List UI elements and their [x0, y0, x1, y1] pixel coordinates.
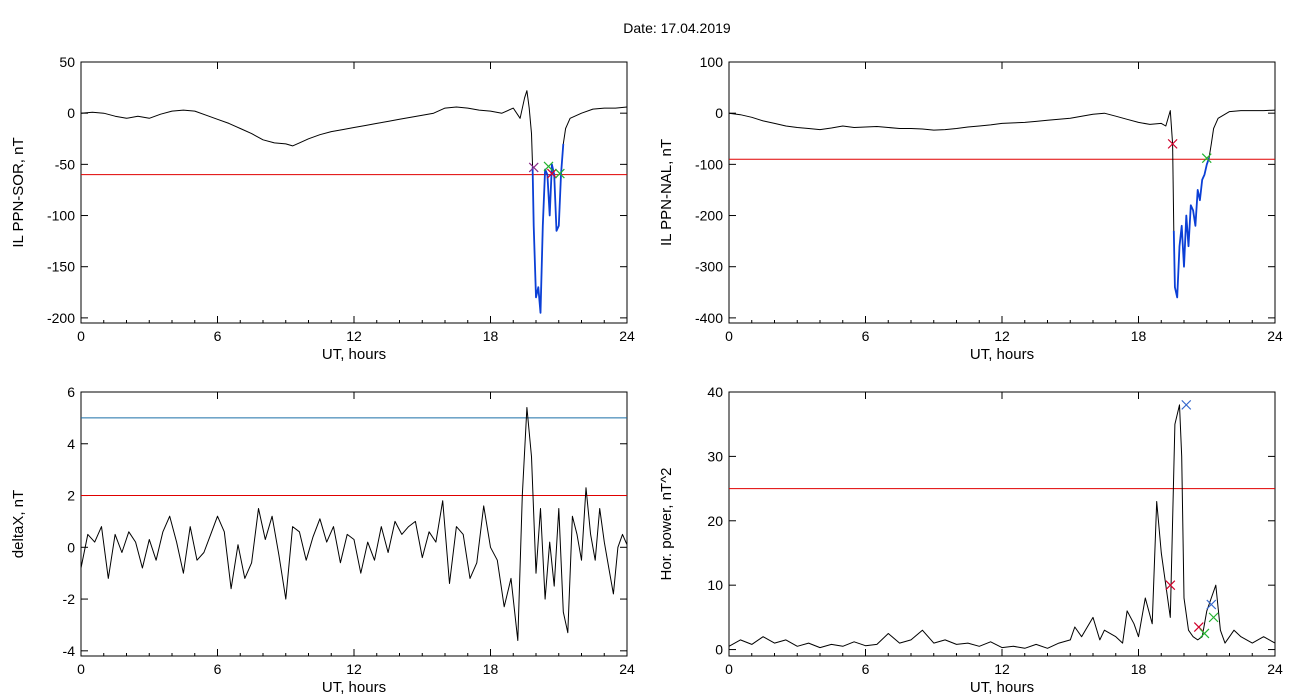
data-trace — [728, 404, 1276, 649]
y-tick-label: 2 — [67, 488, 75, 504]
plot-frame — [80, 61, 628, 324]
y-tick-label: -150 — [47, 259, 75, 275]
marker-x-red — [547, 168, 557, 179]
y-tick-label: 0 — [715, 642, 723, 658]
y-tick-label: 0 — [67, 105, 75, 121]
x-tick-label: 0 — [725, 328, 733, 344]
x-tick-label: 24 — [619, 328, 635, 344]
x-axis-label: UT, hours — [322, 346, 386, 363]
y-tick-label: 30 — [707, 448, 723, 464]
marker-x-green — [543, 161, 554, 172]
y-axis-label: IL PPN-NAL, nT — [658, 139, 675, 246]
plot-frame — [728, 61, 1276, 324]
y-tick-label: -200 — [47, 310, 75, 326]
x-tick-label: 6 — [862, 328, 870, 344]
marker-x-green — [554, 168, 565, 179]
data-trace-highlight — [1172, 157, 1210, 299]
x-tick-label: 18 — [1131, 661, 1147, 677]
x-tick-label: 24 — [619, 661, 635, 677]
panel-horizontal-power: 0 6 12 18 24 40 30 20 10 0 UT, hours Hor. power, nT… — [658, 384, 1283, 696]
y-tick-label: -50 — [55, 156, 75, 172]
y-tick-label: -2 — [63, 591, 76, 607]
x-tick-label: 0 — [725, 661, 733, 677]
marker-x-red — [1167, 138, 1178, 149]
x-tick-label: 12 — [346, 328, 362, 344]
data-trace — [80, 90, 628, 314]
x-tick-label: 12 — [994, 328, 1010, 344]
panel-il-ppn-sor: 0 6 12 18 24 50 0 -50 -100 -150 -200 UT, hours IL PP… — [10, 54, 635, 363]
marker-x-green — [1208, 612, 1219, 623]
x-tick-label: 0 — [77, 328, 85, 344]
y-tick-label: 100 — [700, 54, 724, 70]
x-tick-label: 18 — [483, 661, 499, 677]
x-tick-label: 6 — [862, 661, 870, 677]
y-axis-label: IL PPN-SOR, nT — [10, 137, 27, 247]
y-tick-label: 0 — [715, 105, 723, 121]
x-tick-label: 18 — [483, 328, 499, 344]
y-tick-label: -400 — [695, 310, 723, 326]
x-axis-label: UT, hours — [322, 679, 386, 696]
y-tick-label: -100 — [47, 208, 75, 224]
x-tick-label: 24 — [1267, 328, 1283, 344]
x-tick-label: 6 — [214, 328, 222, 344]
x-tick-label: 24 — [1267, 661, 1283, 677]
y-tick-label: 6 — [67, 384, 75, 400]
data-trace — [728, 109, 1276, 298]
x-tick-label: 12 — [994, 661, 1010, 677]
y-tick-label: 20 — [707, 513, 723, 529]
y-tick-label: 0 — [67, 539, 75, 555]
y-tick-label: -300 — [695, 259, 723, 275]
x-axis-label: UT, hours — [970, 679, 1034, 696]
data-trace-highlight — [531, 143, 565, 314]
marker-x-blue — [1206, 599, 1217, 610]
x-tick-label: 18 — [1131, 328, 1147, 344]
plot-frame — [80, 391, 628, 657]
y-tick-label: 40 — [707, 384, 723, 400]
y-axis-label: Hor. power, nT^2 — [658, 468, 675, 581]
y-tick-label: -100 — [695, 156, 723, 172]
data-trace — [80, 407, 628, 641]
plot-frame — [728, 391, 1276, 657]
x-tick-label: 0 — [77, 661, 85, 677]
marker-x-purple — [528, 162, 539, 173]
y-tick-label: 4 — [67, 436, 75, 452]
panel-deltax: 0 6 12 18 24 6 4 2 0 -2 -4 UT, hours deltaX, nT — [10, 384, 635, 696]
x-tick-label: 6 — [214, 661, 222, 677]
marker-x-blue — [1181, 399, 1192, 410]
y-tick-label: -4 — [63, 643, 76, 659]
y-tick-label: 10 — [707, 577, 723, 593]
y-tick-label: 50 — [59, 54, 75, 70]
y-axis-label: deltaX, nT — [10, 490, 27, 558]
x-axis-label: UT, hours — [970, 346, 1034, 363]
panel-il-ppn-nal: 0 6 12 18 24 100 0 -100 -200 -300 -400 UT, hours IL … — [658, 54, 1283, 363]
marker-x-green — [1199, 628, 1210, 639]
marker-x-green — [1201, 153, 1212, 164]
x-tick-label: 12 — [346, 661, 362, 677]
marker-x-red — [1165, 580, 1176, 591]
figure-title: Date: 17.04.2019 — [623, 20, 731, 36]
y-tick-label: -200 — [695, 208, 723, 224]
